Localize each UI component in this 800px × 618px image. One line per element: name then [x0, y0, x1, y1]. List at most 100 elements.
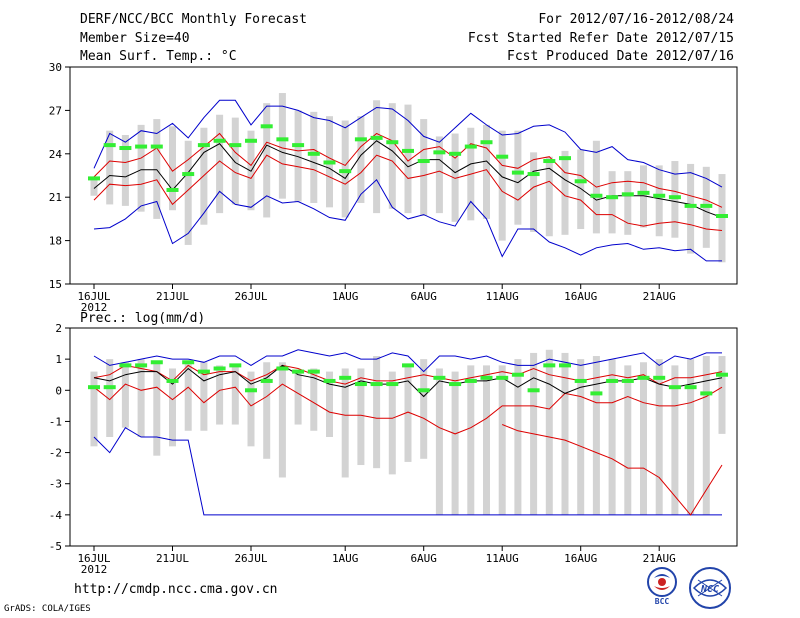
panel2-ensemble-box	[420, 359, 428, 459]
panel1-ensemble-box	[404, 104, 412, 214]
panel1-ensemble-box	[624, 171, 632, 235]
panel2-observed-mark	[354, 382, 367, 387]
panel1-observed-mark	[386, 140, 399, 145]
panel2-observed-mark	[197, 369, 210, 374]
panel1-xtick-label: 6AUG	[410, 290, 437, 303]
panel2-xtick-label: 16JUL	[77, 552, 110, 565]
panel1-xtick-label: 11AUG	[486, 290, 519, 303]
panel1-ytick-label: 30	[49, 61, 62, 74]
panel2-ensemble-box	[294, 371, 302, 425]
panel1-ensemble-box	[483, 124, 490, 219]
panel1-ensemble-box	[263, 103, 271, 218]
panel2-ensemble-box	[592, 356, 600, 515]
panel1-ensemble-box	[451, 133, 459, 222]
panel1-observed-mark	[559, 156, 571, 161]
panel1-ensemble-box	[435, 136, 443, 214]
panel2-ensemble-box	[106, 359, 114, 437]
panel1-observed-mark	[166, 187, 179, 192]
panel2-observed-mark	[166, 378, 179, 383]
panel2-observed-mark	[496, 375, 509, 380]
panel2-ytick-label: -3	[49, 478, 62, 491]
panel2-observed-mark	[590, 391, 603, 396]
panel1-max-line	[93, 99, 723, 188]
panel1-ensemble-box	[137, 124, 145, 212]
panel2-min-line	[93, 427, 722, 516]
panel1-observed-mark	[449, 151, 462, 156]
panel2-ensemble-box	[121, 362, 129, 428]
panel2-ytick-label: -1	[49, 415, 62, 428]
panel2-p10-line	[93, 383, 723, 435]
panel1-ensemble-box	[216, 114, 224, 214]
panel1-ensemble-box	[121, 134, 129, 206]
panel1-ensemble-box	[231, 117, 239, 205]
panel1-xtick-label: 16AUG	[564, 290, 597, 303]
ncc-logo-label: NCC	[700, 584, 719, 595]
panel1-observed-mark	[653, 193, 666, 198]
panel1-ensemble-box	[545, 156, 553, 237]
source-url[interactable]: http://cmdp.ncc.cma.gov.cn	[74, 582, 278, 597]
panel1-observed-mark	[527, 172, 540, 177]
panel2-observed-mark	[276, 366, 289, 371]
panel1-ensemble-box	[687, 163, 695, 254]
panel2-observed-mark	[433, 375, 446, 380]
panel2-observed-mark	[307, 369, 320, 374]
panel2-ensemble-box	[184, 362, 192, 431]
panel1-observed-mark	[354, 137, 367, 142]
panel2-ytick-label: -4	[49, 509, 63, 522]
panel1-observed-mark	[88, 176, 100, 181]
panel2-observed-mark	[119, 363, 132, 368]
panel2-ensemble-box	[624, 365, 632, 515]
panel2-ensemble-box	[137, 359, 145, 437]
panel2-observed-mark	[402, 363, 414, 368]
panel2-xtick-label: 6AUG	[410, 552, 437, 565]
panel2-ensemble-box	[326, 371, 333, 437]
panel2-ensemble-box	[435, 368, 443, 515]
panel2-observed-mark	[229, 363, 242, 368]
panel2-ensemble-box	[702, 356, 710, 515]
panel1-ensemble-box	[388, 103, 396, 209]
panel1-ensemble-box	[514, 130, 522, 225]
panel1-xtick-label: 16JUL	[77, 290, 110, 303]
panel1-observed-mark	[464, 144, 477, 149]
panel2-min-red-line	[502, 424, 723, 516]
panel1-observed-mark	[684, 203, 697, 208]
panel1-observed-mark	[496, 154, 509, 159]
panel2-observed-mark	[684, 385, 697, 390]
panel1-p10-line	[93, 154, 723, 231]
panel1-observed-mark	[307, 151, 320, 156]
panel2-ensemble-box	[357, 368, 365, 466]
forecast-produced-label: Fcst Produced Date 2012/07/16	[507, 49, 734, 64]
panel2-ensemble-box	[341, 368, 349, 478]
panel2-ytick-label: -5	[49, 540, 62, 553]
panel1-ytick-label: 27	[49, 104, 62, 117]
panel2-ensemble-box	[718, 356, 726, 434]
panel2-observed-mark	[260, 378, 273, 383]
panel2-observed-mark	[480, 375, 493, 380]
panel2-ensemble-box	[514, 359, 522, 515]
panel2-observed-mark	[668, 385, 681, 390]
panel2-observed-mark	[543, 363, 556, 368]
panel1-ensemble-box	[561, 150, 569, 235]
panel2-observed-mark	[150, 360, 163, 365]
variable-label: Mean Surf. Temp.: °C	[80, 49, 237, 64]
panel2-observed-mark	[700, 391, 713, 396]
panel2-max-line	[93, 349, 722, 373]
panel2-ensemble-box	[483, 365, 490, 515]
member-size-label: Member Size=40	[80, 31, 190, 46]
panel2-xtick-label: 1AUG	[332, 552, 359, 565]
panel2-ensemble-box	[467, 365, 475, 515]
panel2-observed-mark	[323, 378, 336, 383]
panel1-ensemble-box	[184, 140, 192, 245]
panel1-ensemble-box	[310, 111, 318, 203]
panel1-observed-mark	[480, 140, 493, 145]
panel2-ensemble-box	[153, 362, 161, 456]
panel1-ensemble-box	[420, 119, 428, 217]
panel2-ytick-label: 0	[55, 384, 62, 397]
panel1-xtick-sublabel: 2012	[81, 301, 108, 314]
panel2-observed-mark	[339, 375, 352, 380]
panel2-ensemble-box	[498, 365, 506, 515]
panel1-observed-mark	[621, 192, 634, 197]
panel2-observed-mark	[245, 388, 257, 393]
panel1-observed-mark	[150, 144, 163, 149]
panel2-title: Prec.: log(mm/d)	[80, 311, 205, 326]
